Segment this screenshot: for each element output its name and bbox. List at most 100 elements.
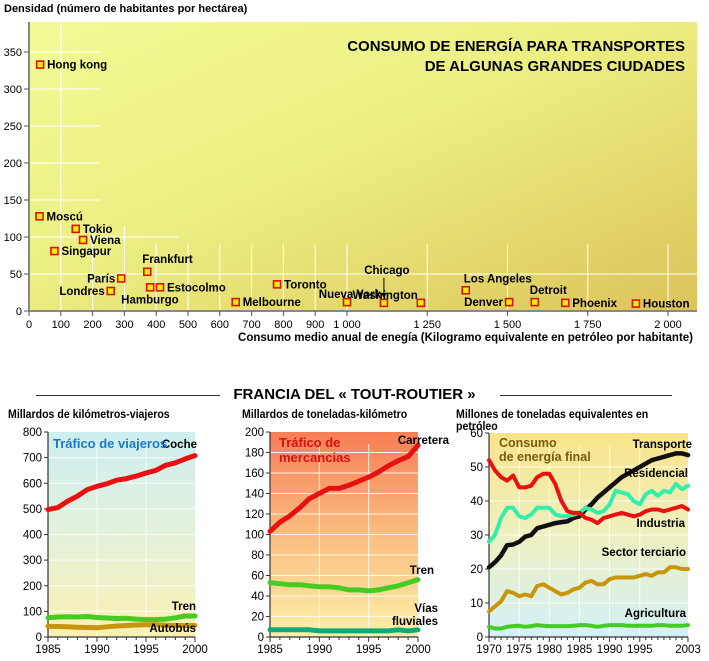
c1-y-tick-label: 700 — [23, 453, 42, 465]
scatter-x-tick-label: 1 500 — [494, 319, 522, 331]
city-marker[interactable] — [155, 283, 165, 292]
c2-y-tick-label: 160 — [245, 468, 264, 480]
city-label: Frankfurt — [142, 254, 193, 266]
city-label: Houston — [643, 299, 690, 311]
series-label: fluviales — [392, 616, 438, 628]
city-marker[interactable] — [35, 211, 44, 221]
city-marker[interactable] — [631, 299, 641, 308]
series-line-autob-s[interactable] — [45, 622, 198, 631]
c2-y-tick-label: 0 — [258, 632, 264, 644]
city-point-mosc-[interactable]: Moscú — [35, 211, 83, 223]
city-point-washington[interactable]: Washington — [352, 290, 426, 308]
city-point-frankfurt[interactable]: Frankfurt — [142, 254, 193, 277]
scatter-y-tick-label: 250 — [4, 121, 22, 133]
series-line-sector-terciario[interactable] — [487, 565, 690, 614]
city-marker[interactable] — [530, 297, 540, 307]
city-point-hong-kong[interactable]: Hong kong — [35, 60, 108, 72]
city-marker[interactable] — [416, 298, 426, 308]
city-point-toronto[interactable]: Toronto — [272, 279, 327, 291]
city-point-chicago[interactable]: Chicago — [364, 265, 410, 308]
c2-y-tick-label: 120 — [245, 509, 264, 521]
city-marker[interactable] — [560, 298, 570, 308]
city-marker[interactable] — [71, 224, 81, 234]
series-line-tren[interactable] — [45, 613, 198, 623]
city-marker[interactable] — [379, 298, 389, 308]
chart2-y-axis-title: Millardos de toneladas-kilómetro — [242, 409, 408, 421]
c3-x-tick-label: 1985 — [567, 644, 593, 656]
series-line-industria[interactable] — [487, 458, 690, 526]
city-label: Washington — [352, 290, 417, 302]
scatter-x-tick-label: 100 — [52, 319, 70, 331]
series-line-v-as-fluviales[interactable] — [267, 627, 421, 634]
c2-x-tick-label: 1995 — [356, 644, 382, 656]
c3-y-tick-label: 0 — [477, 632, 483, 644]
city-marker[interactable] — [145, 283, 155, 292]
series-label: Autobús — [149, 623, 196, 635]
c2-y-tick-label: 180 — [245, 448, 264, 460]
city-point-detroit[interactable]: Detroit — [530, 285, 567, 307]
chart3-y-axis-title: Millones de toneladas equivalentes en pe… — [456, 409, 649, 433]
scatter-x-tick-label: 2 000 — [654, 319, 682, 331]
city-label: Estocolmo — [167, 282, 226, 294]
city-point-tokio[interactable]: Tokio — [71, 224, 113, 236]
city-point-denver[interactable]: Denver — [464, 297, 514, 309]
c3-y-tick-label: 30 — [470, 530, 483, 542]
city-marker[interactable] — [106, 286, 116, 296]
chart-title: Tráfico de — [279, 435, 340, 450]
c1-y-tick-label: 100 — [23, 606, 42, 618]
city-label: Moscú — [46, 211, 82, 223]
city-label: Chicago — [364, 265, 409, 277]
series-line-agricultura[interactable] — [487, 623, 690, 631]
city-marker[interactable] — [342, 297, 352, 307]
series-line-coche[interactable] — [45, 453, 198, 513]
city-point-nueva-york[interactable]: Nueva York — [319, 289, 382, 307]
scatter-x-tick-label: 400 — [147, 319, 165, 331]
scatter-title-line-1: CONSUMO DE ENERGÍA PARA TRANSPORTES — [347, 38, 685, 55]
city-marker[interactable] — [35, 60, 45, 69]
scatter-title-line-2: DE ALGUNAS GRANDES CIUDADES — [425, 58, 685, 75]
city-marker[interactable] — [78, 235, 88, 245]
c1-y-tick-label: 500 — [23, 504, 42, 516]
city-marker[interactable] — [142, 267, 152, 277]
scatter-x-tick-label: 800 — [274, 319, 292, 331]
c3-y-tick-label: 60 — [470, 428, 483, 440]
scatter-y-tick-label: 0 — [16, 306, 22, 318]
series-line-residencial[interactable] — [487, 482, 690, 544]
c2-y-tick-label: 140 — [245, 489, 264, 501]
chart-title: Tráfico de viajeros — [53, 436, 167, 451]
section-divider-right — [500, 395, 672, 396]
city-label: París — [87, 273, 115, 285]
city-marker[interactable] — [231, 297, 240, 307]
city-point-viena[interactable]: Viena — [78, 235, 122, 247]
series-label: Coche — [162, 439, 197, 451]
city-marker[interactable] — [116, 274, 126, 283]
city-point-hamburgo[interactable]: Hamburgo — [121, 283, 179, 307]
city-point-par-s[interactable]: París — [87, 273, 126, 285]
c1-y-tick-label: 300 — [23, 555, 42, 567]
c3-x-tick-label: 1975 — [506, 644, 532, 656]
c3-y-tick-label: 20 — [470, 564, 483, 576]
city-point-singapur[interactable]: Singapur — [50, 246, 112, 258]
series-label: Agricultura — [625, 608, 687, 620]
city-label: Los Angeles — [464, 273, 532, 285]
chart-title: de energía final — [499, 450, 591, 464]
city-marker[interactable] — [272, 280, 282, 289]
scatter-x-tick-label: 0 — [26, 319, 32, 331]
series-label: Tren — [172, 601, 196, 613]
city-label: Hong kong — [47, 60, 107, 72]
series-line-carretera[interactable] — [267, 442, 421, 534]
city-point-melbourne[interactable]: Melbourne — [231, 297, 301, 309]
city-marker[interactable] — [461, 285, 471, 295]
city-marker[interactable] — [504, 297, 514, 307]
city-point-phoenix[interactable]: Phoenix — [560, 298, 618, 310]
city-point-londres[interactable]: Londres — [59, 286, 116, 298]
series-line-tren[interactable] — [267, 577, 421, 594]
c2-x-tick-label: 1985 — [257, 644, 283, 656]
scatter-x-tick-label: 1 750 — [574, 319, 602, 331]
c1-y-tick-label: 600 — [23, 478, 42, 490]
city-point-estocolmo[interactable]: Estocolmo — [155, 282, 226, 294]
city-point-los-angeles[interactable]: Los Angeles — [461, 273, 532, 295]
c3-x-tick-label: 1980 — [537, 644, 563, 656]
city-marker[interactable] — [50, 246, 59, 256]
city-point-houston[interactable]: Houston — [631, 299, 690, 311]
